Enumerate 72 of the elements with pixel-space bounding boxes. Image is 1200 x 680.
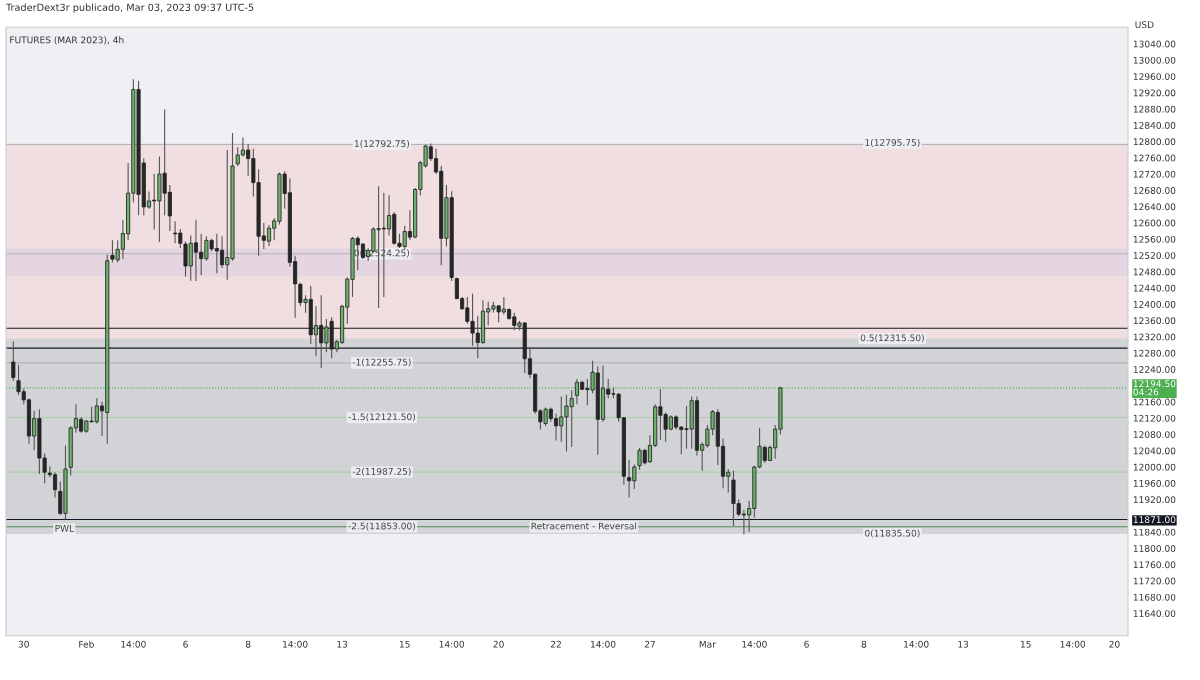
annotation: -1(12255.75) [352, 358, 411, 367]
y-tick-label: 11800.00 [1133, 545, 1176, 552]
candlestick [11, 340, 16, 382]
y-tick-label: 11920.00 [1133, 496, 1176, 504]
y-tick-label: 12000.00 [1133, 463, 1176, 471]
x-tick-label: 27 [644, 640, 655, 648]
x-tick-label: 6 [183, 640, 188, 648]
y-tick-label: 12080.00 [1133, 431, 1176, 438]
y-tick-label: 12360.00 [1133, 317, 1176, 325]
y-tick-label: 12800.00 [1133, 138, 1176, 146]
y-tick-label: 12160.00 [1133, 398, 1176, 406]
annotation: -2.5(11853.00) [348, 522, 415, 531]
x-tick-label: 13 [958, 640, 969, 648]
text: FUTURES (MAR 2023), 4h [10, 36, 124, 45]
y-tick-label: 11960.00 [1133, 479, 1176, 487]
y-tick-label: 12920.00 [1133, 89, 1176, 97]
x-tick-label: 14:00 [904, 640, 929, 648]
x-tick-label: Mar [699, 640, 716, 648]
x-tick-label: 14:00 [121, 640, 146, 648]
annotation: 0(11835.50) [865, 529, 920, 538]
y-tick-label: 12040.00 [1133, 447, 1176, 455]
y-tick-label: 12240.00 [1133, 366, 1176, 373]
y-tick-label: 12680.00 [1133, 187, 1176, 194]
x-tick-label: 22 [550, 640, 561, 648]
x-tick-label: 14:00 [590, 640, 616, 648]
x-tick-label: 14:00 [742, 640, 767, 648]
y-tick-label: 12480.00 [1133, 268, 1176, 276]
y-tick-label: 12880.00 [1133, 105, 1176, 113]
annotation: Retracement - Reversal [531, 522, 637, 530]
x-tick-label: 14:00 [1060, 640, 1086, 648]
y-tick-label: 12440.00 [1133, 284, 1176, 292]
y-axis-title: USD [1135, 21, 1154, 29]
y-tick-label: 12400.00 [1133, 300, 1176, 308]
annotation: 1(12795.75) [865, 138, 920, 147]
x-tick-label: 14:00 [283, 640, 308, 648]
y-tick-label: 12840.00 [1133, 121, 1176, 129]
y-tick-label: 12600.00 [1133, 219, 1176, 227]
x-tick-label: 6 [804, 640, 809, 648]
x-tick-label: 8 [245, 640, 251, 648]
y-tick-label: 12640.00 [1133, 203, 1176, 211]
chart-title: TraderDext3r publicado, Mar 03, 2023 09:37 UTC-5 [5, 3, 254, 13]
x-tick-label: 13 [337, 640, 348, 648]
y-tick-label: 12720.00 [1133, 170, 1176, 178]
y-tick-label: 11640.00 [1133, 610, 1176, 617]
y-tick-label: 12520.00 [1133, 252, 1176, 259]
y-tick-label: 11720.00 [1133, 577, 1176, 585]
annotation: -1.5(12121.50) [348, 413, 415, 422]
x-tick-label: 30 [18, 640, 29, 648]
annotation: PWL [55, 525, 74, 532]
y-tick-label: 12760.00 [1133, 154, 1176, 162]
x-tick-label: 15 [1020, 640, 1031, 648]
y-tick-label: 11871.00 [1133, 516, 1176, 524]
y-tick-label: 11760.00 [1133, 561, 1176, 569]
annotation: 1(12792.75) [354, 140, 410, 149]
y-tick-label: 12194.50 04:26 [1133, 380, 1176, 396]
x-tick-label: Feb [79, 640, 94, 648]
x-tick-label: 15 [399, 640, 410, 648]
y-tick-label: 11840.00 [1133, 528, 1176, 536]
y-tick-label: 12280.00 [1133, 349, 1176, 357]
annotation: -2(11987.25) [352, 467, 411, 476]
annotation: 0.5(12315.50) [860, 334, 924, 343]
y-tick-label: 12320.00 [1133, 333, 1176, 341]
x-tick-label: 20 [1109, 640, 1120, 648]
y-tick-label: 12560.00 [1133, 235, 1176, 243]
y-tick-label: 12120.00 [1133, 414, 1176, 422]
x-tick-label: 20 [493, 640, 504, 648]
y-tick-label: 13000.00 [1133, 56, 1176, 64]
y-tick-label: 13040.00 [1133, 40, 1176, 48]
y-tick-label: 11680.00 [1133, 593, 1176, 601]
y-tick-label: 12960.00 [1133, 73, 1176, 80]
x-tick-label: 8 [861, 640, 867, 648]
x-tick-label: 14:00 [439, 640, 465, 648]
